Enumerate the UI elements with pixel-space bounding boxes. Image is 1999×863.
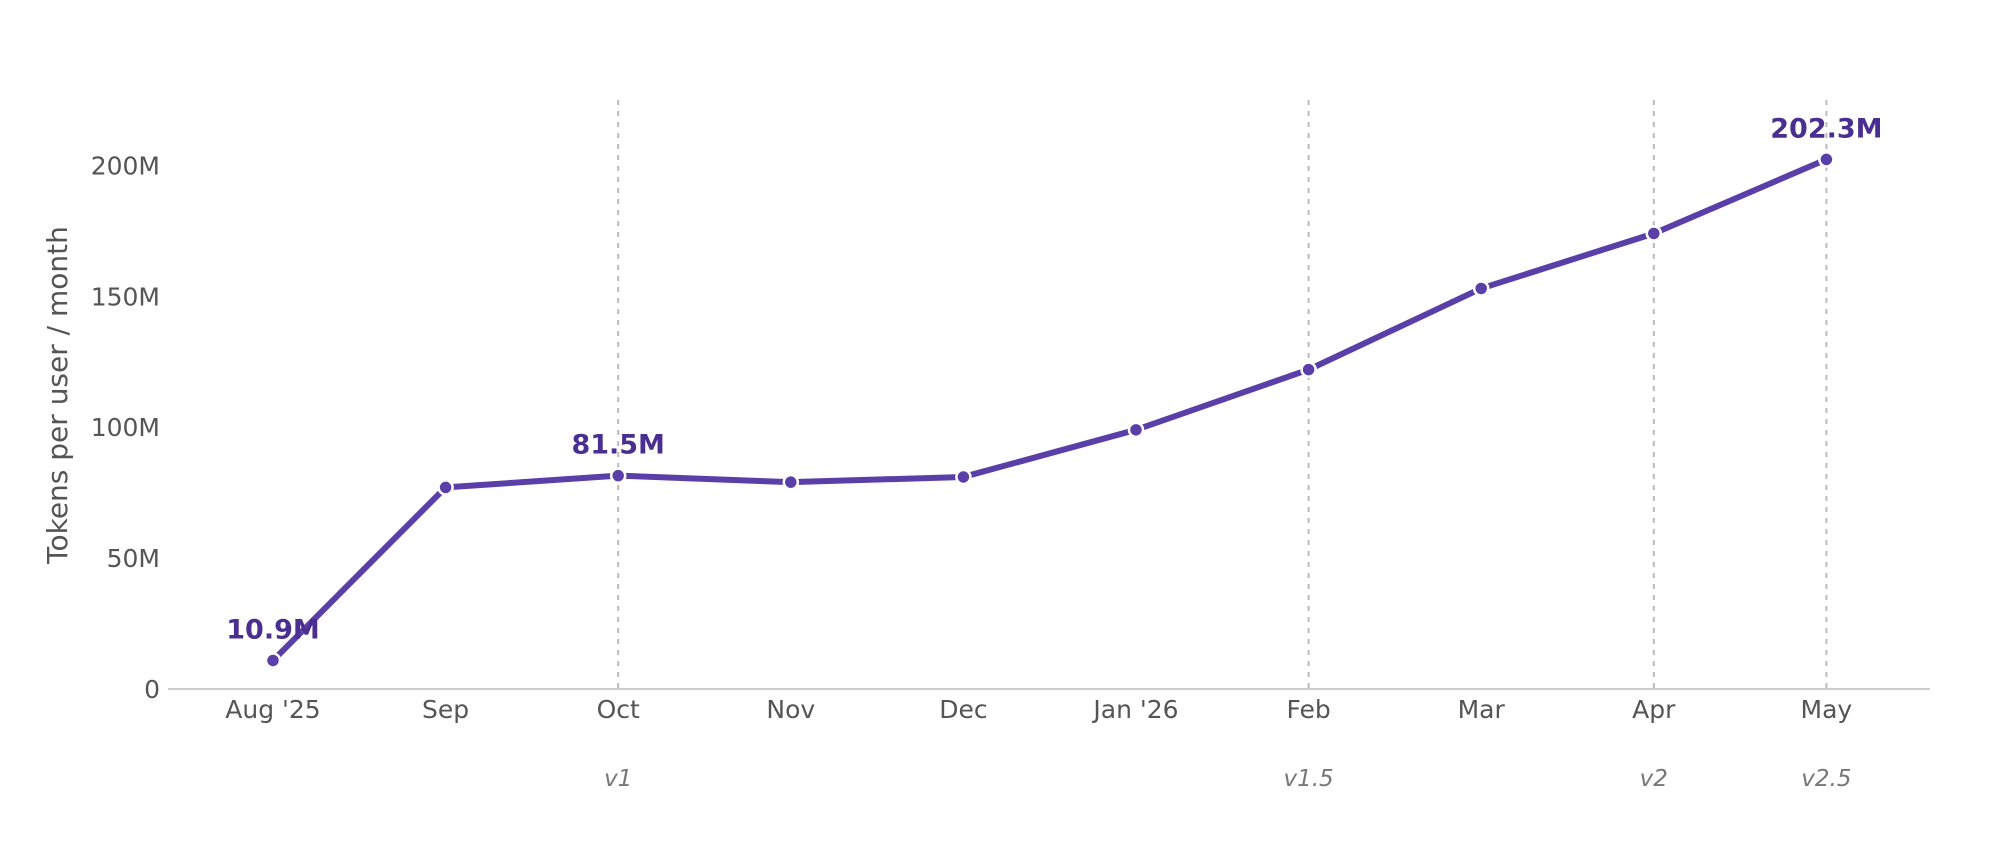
release-label: v2.5 xyxy=(1801,766,1851,792)
y-axis-ticks: 0 50M 100M 150M 200M xyxy=(91,151,160,704)
data-point xyxy=(437,479,454,496)
y-tick-label: 100M xyxy=(91,413,160,442)
data-label: 202.3M xyxy=(1770,113,1882,144)
data-point xyxy=(1300,361,1317,378)
data-point xyxy=(955,468,972,486)
x-tick-label: Oct xyxy=(597,695,640,724)
data-label: 81.5M xyxy=(571,430,665,461)
x-tick-label: Apr xyxy=(1632,695,1676,724)
data-point xyxy=(609,467,627,484)
release-labels: v1 v1.5 v2 v2.5 xyxy=(604,766,1851,792)
x-tick-label: Jan '26 xyxy=(1091,695,1178,724)
data-point xyxy=(1127,421,1145,439)
data-point xyxy=(264,652,282,669)
release-markers xyxy=(617,100,1828,689)
x-tick-label: Nov xyxy=(766,695,815,724)
data-point xyxy=(1472,280,1490,297)
x-tick-label: Feb xyxy=(1286,695,1330,724)
data-label: 10.9M xyxy=(226,614,320,645)
release-label: v2 xyxy=(1640,766,1668,792)
y-tick-label: 200M xyxy=(91,151,160,180)
y-tick-label: 50M xyxy=(107,544,160,573)
series-layer xyxy=(264,151,1835,669)
x-tick-label: May xyxy=(1801,695,1853,724)
y-tick-label: 150M xyxy=(91,282,160,311)
x-tick-label: Dec xyxy=(939,695,987,724)
x-tick-label: Aug '25 xyxy=(225,695,320,724)
series-line xyxy=(270,156,1830,664)
x-tick-label: Mar xyxy=(1458,695,1506,724)
x-axis-ticks: Aug '25 Sep Oct Nov Dec Jan '26 Feb Mar Apr May xyxy=(225,695,1852,724)
data-point xyxy=(782,473,800,491)
data-point xyxy=(1645,225,1663,242)
y-axis-title: Tokens per user / month xyxy=(41,226,74,565)
release-label: v1.5 xyxy=(1283,766,1333,792)
data-labels: 10.9M 81.5M 202.3M xyxy=(226,113,1882,645)
data-point xyxy=(1818,151,1835,168)
x-tick-label: Sep xyxy=(422,695,469,724)
y-tick-label: 0 xyxy=(144,675,160,704)
release-label: v1 xyxy=(604,766,632,792)
